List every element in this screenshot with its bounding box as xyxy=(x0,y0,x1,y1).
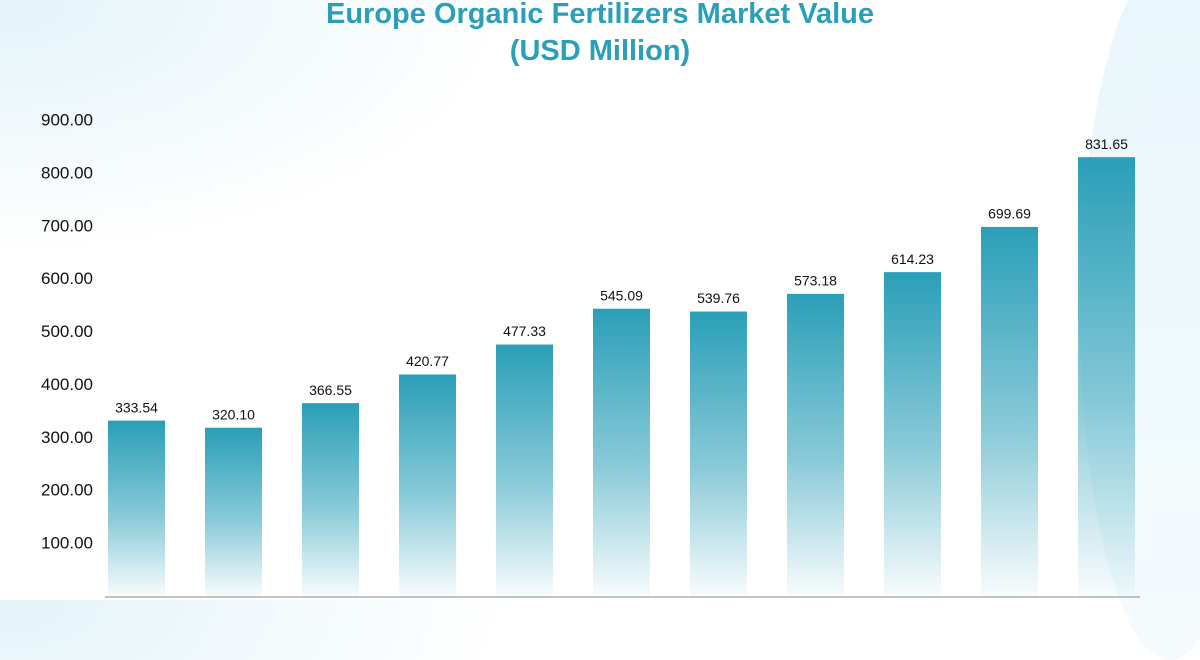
value-label: 545.09 xyxy=(600,287,643,303)
y-tick-label: 800.00 xyxy=(41,163,93,182)
value-label: 699.69 xyxy=(988,206,1031,222)
bar xyxy=(593,308,650,597)
y-tick-label: 200.00 xyxy=(41,481,93,500)
y-tick-label: 500.00 xyxy=(41,322,93,341)
bar xyxy=(205,427,262,597)
y-tick-label: 700.00 xyxy=(41,216,93,235)
bar xyxy=(690,311,747,597)
y-tick-label: 100.00 xyxy=(41,534,93,553)
y-tick-label: 300.00 xyxy=(41,428,93,447)
bar xyxy=(302,403,359,597)
bar xyxy=(496,344,553,597)
y-tick-label: 600.00 xyxy=(41,269,93,288)
chart-title: Europe Organic Fertilizers Market Value … xyxy=(326,0,874,67)
bar xyxy=(787,293,844,597)
bar xyxy=(108,420,165,597)
value-label: 320.10 xyxy=(212,406,255,422)
bar xyxy=(884,272,941,597)
y-tick-label: 900.00 xyxy=(41,110,93,129)
chart: 100.00 200.00 300.00 400.00 500.00 600.00 700.… xyxy=(41,110,1140,598)
value-label: 477.33 xyxy=(503,323,546,339)
value-label: 573.18 xyxy=(794,273,837,289)
y-tick-label: 400.00 xyxy=(41,375,93,394)
value-label: 366.55 xyxy=(309,382,352,398)
value-label: 539.76 xyxy=(697,290,740,306)
value-label: 420.77 xyxy=(406,353,449,369)
value-label: 831.65 xyxy=(1085,136,1128,152)
bar xyxy=(1078,157,1135,598)
bar xyxy=(399,374,456,597)
value-label: 333.54 xyxy=(115,399,158,415)
bar xyxy=(981,226,1038,598)
value-label: 614.23 xyxy=(891,251,934,267)
